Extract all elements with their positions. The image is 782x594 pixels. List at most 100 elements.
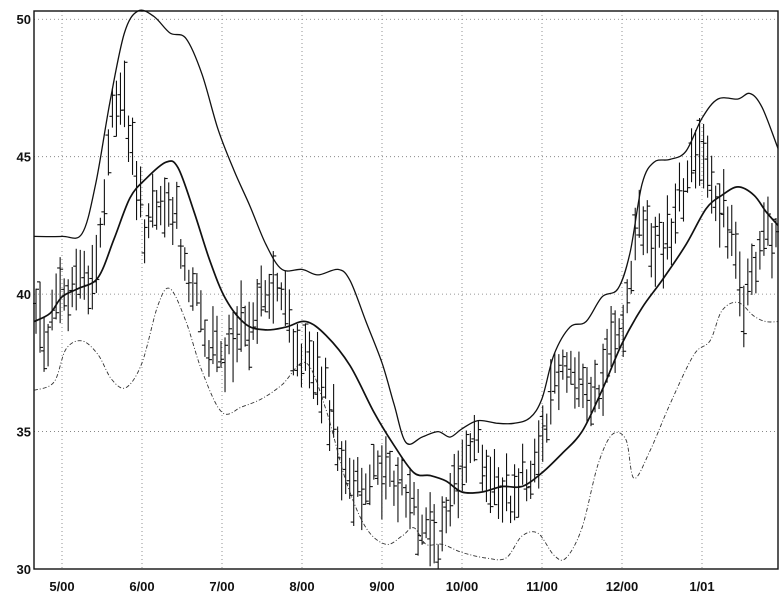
- price-bar: [165, 182, 172, 227]
- price-bar: [407, 467, 414, 529]
- price-bar: [475, 421, 482, 453]
- price-bar: [121, 60, 128, 128]
- price-bar: [242, 305, 249, 347]
- price-bar: [378, 445, 385, 520]
- price-bar: [137, 166, 144, 218]
- price-bar: [286, 289, 293, 343]
- y-tick-label: 35: [17, 425, 31, 440]
- price-bar: [499, 477, 506, 523]
- price-bar: [608, 305, 615, 368]
- price-bar: [129, 117, 136, 175]
- x-tick-label: 12/00: [606, 579, 639, 594]
- price-bar: [624, 279, 631, 314]
- price-bar: [322, 357, 329, 399]
- price-bar: [226, 314, 233, 355]
- price-bar: [740, 285, 747, 348]
- price-bar: [310, 341, 317, 399]
- price-bar: [423, 507, 430, 539]
- price-bar: [712, 185, 719, 222]
- price-bar: [451, 453, 458, 505]
- price-bar: [105, 129, 112, 176]
- price-bar: [563, 352, 570, 393]
- price-bar: [676, 162, 683, 212]
- price-bar: [222, 337, 229, 393]
- price-bar: [250, 302, 257, 340]
- price-bar: [398, 456, 405, 496]
- price-bar: [189, 267, 196, 311]
- price-bar: [415, 489, 422, 556]
- price-bar: [97, 217, 104, 248]
- price-bar: [543, 413, 550, 443]
- price-bar: [41, 317, 48, 372]
- price-bar: [366, 464, 373, 506]
- price-bar: [374, 450, 381, 485]
- price-bar: [640, 206, 647, 256]
- price-bar: [318, 366, 325, 424]
- price-bar: [57, 257, 64, 324]
- price-bar: [209, 306, 216, 365]
- price-bar: [298, 343, 305, 388]
- price-bar: [258, 265, 265, 317]
- price-bar: [644, 200, 651, 254]
- price-bar: [515, 468, 522, 518]
- price-bar: [45, 323, 52, 367]
- price-bar: [764, 196, 771, 246]
- moving-average-line: [33, 160, 779, 494]
- price-bar: [326, 400, 333, 451]
- y-tick-label: 30: [17, 562, 31, 577]
- x-axis-tick-labels: 5/00 6/00 7/00 8/00 9/00 10/00 11/00 12/00 1/01: [49, 579, 714, 594]
- price-bar: [149, 173, 156, 228]
- price-bar: [382, 436, 389, 500]
- price-bar: [455, 450, 462, 519]
- price-bar: [720, 169, 727, 228]
- price-bar: [306, 331, 313, 389]
- y-tick-label: 50: [17, 12, 31, 27]
- price-bar: [113, 80, 120, 137]
- price-bar: [463, 430, 470, 483]
- price-bar: [700, 123, 707, 189]
- price-bar: [620, 304, 627, 357]
- price-bar: [161, 177, 168, 238]
- price-bar: [435, 544, 442, 569]
- price-bar: [177, 239, 184, 269]
- price-bar: [592, 359, 599, 413]
- price-bar: [612, 310, 619, 373]
- price-bar: [302, 323, 309, 371]
- price-bar: [511, 464, 518, 521]
- price-bar: [411, 482, 418, 516]
- price-bar: [439, 496, 446, 552]
- price-bar: [443, 497, 450, 534]
- price-bar: [431, 504, 438, 564]
- x-tick-label: 10/00: [446, 579, 479, 594]
- price-bar: [471, 414, 478, 462]
- price-bar: [330, 384, 337, 438]
- price-bar: [266, 273, 273, 319]
- price-bar: [354, 457, 361, 497]
- price-bar: [419, 514, 426, 545]
- price-bar: [600, 343, 607, 416]
- price-bar: [314, 331, 321, 406]
- price-bar: [483, 449, 490, 503]
- price-bar: [282, 270, 289, 326]
- price-bar: [338, 441, 345, 501]
- price-bar: [571, 357, 578, 409]
- price-bar: [201, 319, 208, 357]
- price-bar: [752, 251, 759, 294]
- price-bar: [386, 450, 393, 487]
- price-bar: [519, 443, 526, 485]
- price-bar: [125, 115, 132, 162]
- price-bar: [467, 433, 474, 464]
- price-bar: [459, 439, 466, 491]
- upper-band-line: [33, 9, 779, 445]
- price-bar: [684, 160, 691, 193]
- price-bar: [403, 484, 409, 518]
- price-bar: [169, 197, 176, 246]
- price-bar: [362, 473, 369, 505]
- price-bar: [527, 460, 534, 499]
- x-tick-label: 11/00: [526, 579, 558, 594]
- price-bar: [616, 318, 623, 349]
- plot-frame: [33, 10, 779, 570]
- x-tick-label: 8/00: [289, 579, 314, 594]
- price-bar: [185, 269, 192, 303]
- price-bar: [708, 155, 715, 214]
